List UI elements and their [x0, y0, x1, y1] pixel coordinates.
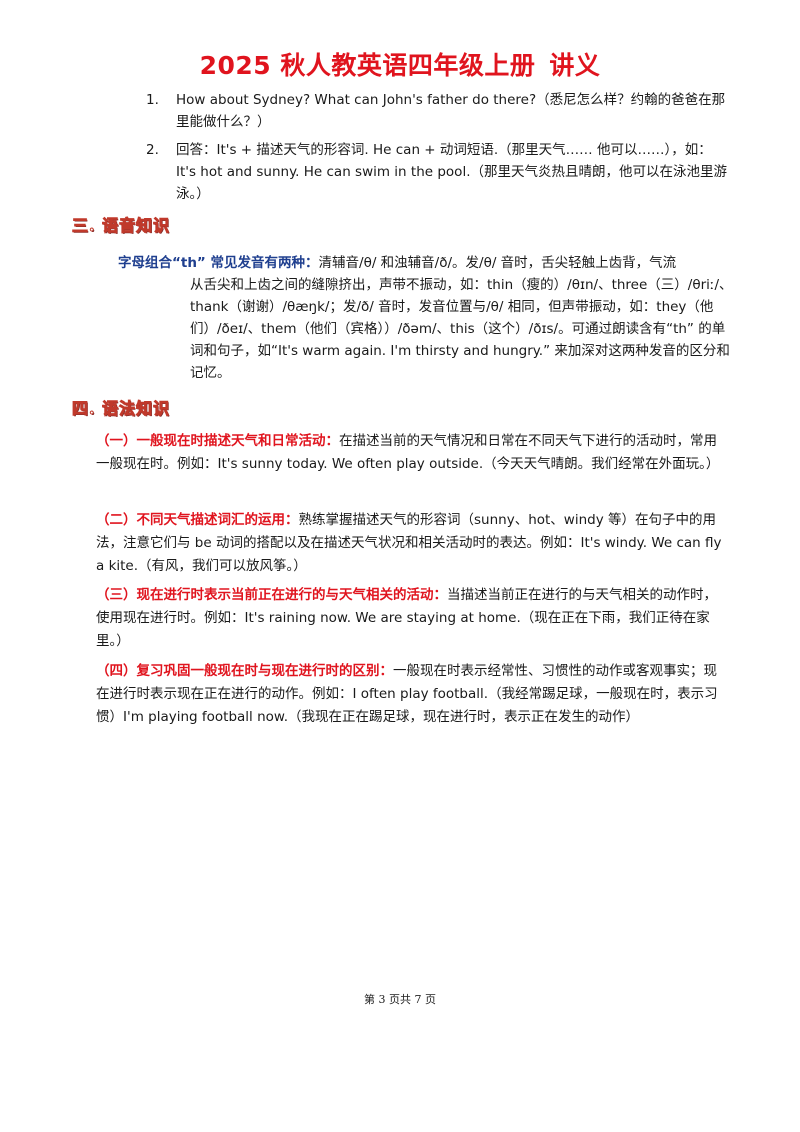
grammar-item-lead: （三）现在进行时表示当前正在进行的与天气相关的活动： — [96, 587, 447, 603]
list-item: 1. How about Sydney? What can John's fat… — [140, 89, 730, 133]
page-number: 第 3 页共 7 页 — [364, 993, 436, 1006]
list-item-number: 2. — [146, 142, 159, 158]
title-main: 2025 秋人教英语四年级上册 — [199, 51, 536, 80]
grammar-item: （一）一般现在时描述天气和日常活动：在描述当前的天气情况和日常在不同天气下进行的… — [96, 430, 730, 476]
phonics-lead: 字母组合“th” 常见发音有两种： — [118, 255, 319, 271]
grammar-item: （三）现在进行时表示当前正在进行的与天气相关的活动：当描述当前正在进行的与天气相… — [96, 584, 730, 653]
phonics-paragraph: 字母组合“th” 常见发音有两种：清辅音/θ/ 和浊辅音/ð/。发/θ/ 音时，… — [118, 252, 734, 384]
grammar-item-lead: （二）不同天气描述词汇的运用： — [96, 512, 299, 528]
grammar-item-lead: （四）复习巩固一般现在时与现在进行时的区别： — [96, 663, 393, 679]
grammar-item-text: 在描述当前的天气情况和日常在不同天气下进行的活动时，常用一般现在时。例如：It'… — [96, 433, 720, 472]
grammar-item-text: 一般现在时表示经常性、习惯性的动作或客观事实；现在进行时表示现在正在进行的动作。… — [96, 663, 718, 725]
phonics-first-text: 清辅音/θ/ 和浊辅音/ð/。发/θ/ 音时，舌尖轻触上齿背，气流 — [318, 255, 677, 271]
phonics-first-line: 字母组合“th” 常见发音有两种：清辅音/θ/ 和浊辅音/ð/。发/θ/ 音时，… — [118, 252, 734, 274]
list-item-text: 回答：It's + 描述天气的形容词. He can + 动词短语.（那里天气…… — [176, 142, 727, 202]
list-item-number: 1. — [146, 92, 159, 108]
section-heading-phonics: 三. 语音知识 — [71, 216, 171, 236]
grammar-item-lead: （一）一般现在时描述天气和日常活动： — [96, 433, 339, 449]
section-heading-grammar: 四. 语法知识 — [71, 399, 171, 419]
phonics-rest: 从舌尖和上齿之间的缝隙挤出，声带不振动，如：thin（瘦的）/θɪn/、thre… — [190, 277, 733, 381]
grammar-item-text: 熟练掌握描述天气的形容词（sunny、hot、windy 等）在句子中的用法，注… — [96, 512, 722, 574]
list-item: 2. 回答：It's + 描述天气的形容词. He can + 动词短语.（那里… — [140, 139, 730, 205]
grammar-item: （四）复习巩固一般现在时与现在进行时的区别：一般现在时表示经常性、习惯性的动作或… — [96, 660, 730, 729]
title-tail: 讲义 — [549, 51, 601, 80]
grammar-item: （二）不同天气描述词汇的运用：熟练掌握描述天气的形容词（sunny、hot、wi… — [96, 509, 730, 578]
grammar-item-text: 当描述当前正在进行的与天气相关的动作时，使用现在进行时。例如：It's rain… — [96, 587, 717, 649]
document-title: 2025 秋人教英语四年级上册 讲义 — [0, 46, 800, 82]
list-item-text: How about Sydney? What can John's father… — [176, 92, 726, 130]
question-list: 1. How about Sydney? What can John's fat… — [140, 89, 730, 211]
